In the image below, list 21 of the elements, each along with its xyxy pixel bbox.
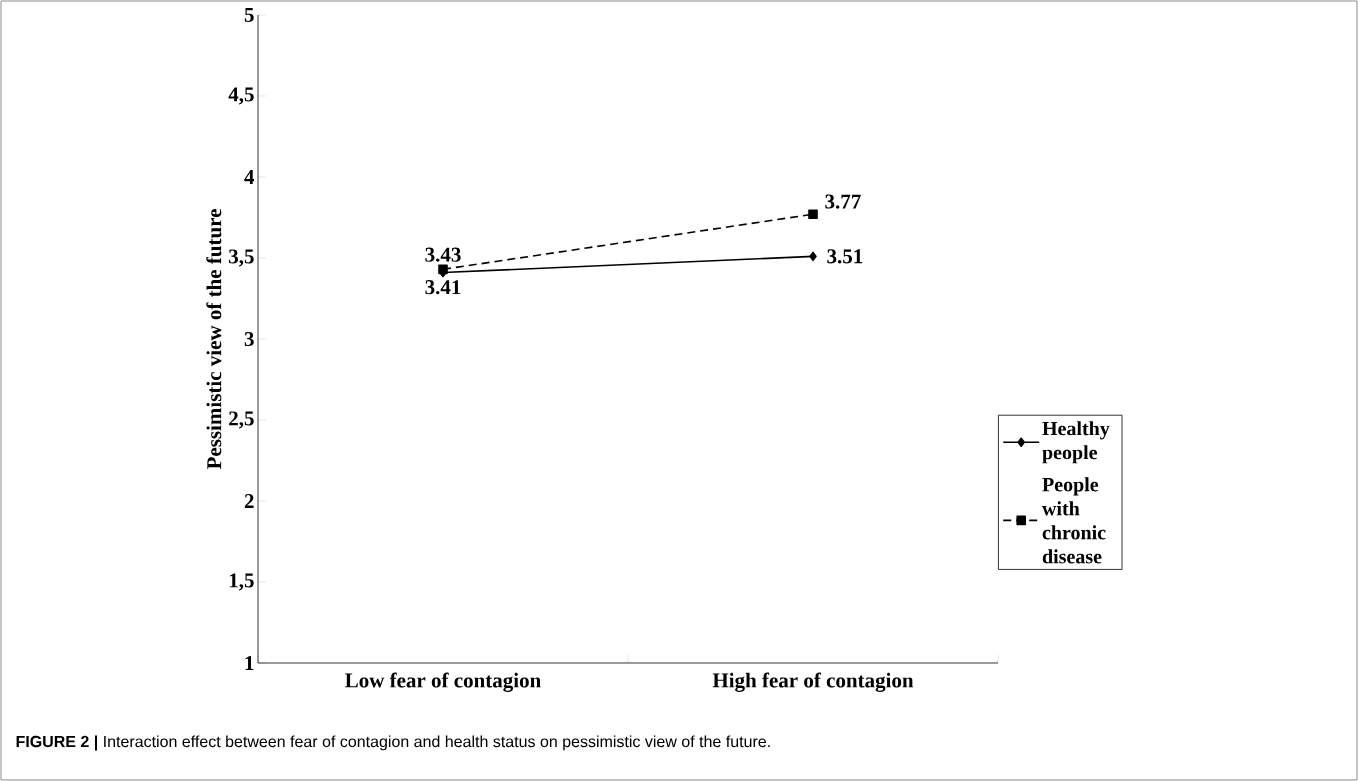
data-label: 3.51	[827, 249, 863, 264]
y-tick-label: 3,5	[229, 249, 254, 267]
y-tick-label: 1,5	[229, 573, 254, 591]
y-tick-label: 2,5	[229, 411, 254, 429]
legend-label: People with chronic disease	[1042, 477, 1106, 564]
x-tick-label: High fear of contagion	[712, 672, 914, 692]
y-tick-label: 4,5	[228, 87, 254, 105]
y-tick-label: 4	[244, 170, 255, 184]
y-tick-label: 2	[244, 494, 254, 508]
y-tick-label: 5	[244, 8, 254, 22]
y-axis-title: Pessimistic view of the future	[206, 209, 222, 470]
legend-label: Healthy people	[1042, 421, 1110, 464]
data-label: 3.77	[825, 194, 861, 209]
y-tick-label: 3	[244, 331, 254, 347]
y-tick-label: 1	[245, 656, 254, 670]
point	[809, 251, 817, 262]
data-label: 3.41	[425, 280, 461, 295]
data-label: 3.43	[425, 247, 461, 262]
point	[808, 209, 818, 220]
x-tick-label: Low fear of contagion	[345, 672, 541, 692]
text: FIGURE 2 | Interaction effect between fear of contagion and health status on pessimistic view of the future.	[16, 735, 770, 751]
